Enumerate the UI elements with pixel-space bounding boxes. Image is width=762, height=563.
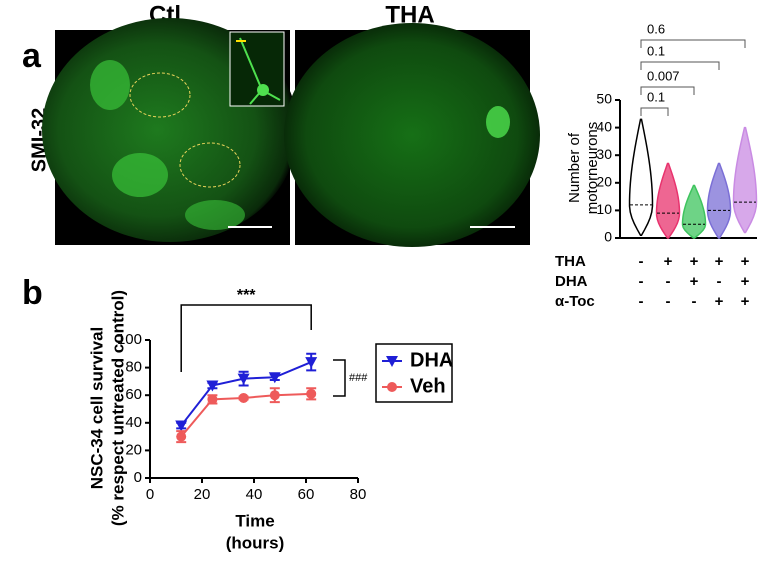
panel-label: a <box>22 37 42 75</box>
y-tick-label: 20 <box>125 441 142 458</box>
violin <box>706 162 732 239</box>
x-tick-label: 20 <box>194 486 211 503</box>
condition-mark: + <box>741 293 750 310</box>
panel-label: b <box>22 274 43 312</box>
marker <box>268 372 281 384</box>
condition-mark: + <box>741 253 750 270</box>
condition-mark: - <box>666 293 671 310</box>
y-tick-label: 40 <box>125 414 142 431</box>
condition-mark: + <box>690 273 699 290</box>
p-value: 0.6 <box>647 21 665 36</box>
annotation: ### <box>349 372 368 384</box>
marker <box>175 420 188 432</box>
condition-label: DHA <box>555 273 588 290</box>
y-axis-label: Number of <box>566 132 583 203</box>
marker <box>238 392 249 403</box>
marker <box>176 431 187 442</box>
violin <box>628 118 654 236</box>
y-tick-label: 10 <box>596 201 612 217</box>
violin <box>732 126 758 234</box>
y-tick-label: 50 <box>596 91 612 107</box>
x-tick-label: 40 <box>246 486 263 503</box>
micrograph <box>42 18 298 245</box>
significance-bracket <box>333 359 346 397</box>
marker <box>207 394 218 405</box>
violin <box>681 184 707 239</box>
annotation: *** <box>237 287 256 304</box>
p-value: 0.1 <box>647 89 665 104</box>
marker <box>206 380 219 392</box>
p-value: 0.007 <box>647 68 680 83</box>
y-tick-label: 30 <box>596 146 612 162</box>
condition-label: α-Toc <box>555 293 595 310</box>
y-tick-label: 80 <box>125 359 142 376</box>
significance-bracket <box>640 39 746 48</box>
x-tick-label: 60 <box>298 486 315 503</box>
micrograph <box>284 23 540 247</box>
p-value: 0.1 <box>647 43 665 58</box>
marker <box>305 357 318 369</box>
y-axis-label: NSC-34 cell survival <box>87 327 106 490</box>
y-tick-label: 20 <box>596 174 612 190</box>
significance-bracket <box>180 304 312 372</box>
y-tick-label: 100 <box>117 331 142 348</box>
marker <box>306 388 317 399</box>
x-tick-label: 80 <box>350 486 367 503</box>
legend-label: DHA <box>410 349 453 371</box>
condition-label: THA <box>555 253 586 270</box>
significance-bracket <box>640 107 669 116</box>
condition-mark: - <box>639 253 644 270</box>
condition-mark: - <box>666 273 671 290</box>
legend-box <box>375 343 453 403</box>
condition-mark: + <box>664 253 673 270</box>
violin <box>655 162 681 239</box>
x-axis-label: (hours) <box>226 533 285 552</box>
y-axis-label: motorneurons <box>584 122 601 215</box>
condition-mark: - <box>717 273 722 290</box>
marker <box>269 390 280 401</box>
y-tick-label: 0 <box>134 469 142 486</box>
significance-bracket <box>640 61 720 70</box>
legend-label: Veh <box>410 375 446 397</box>
x-axis-label: Time <box>235 511 274 530</box>
y-tick-label: 0 <box>604 229 612 245</box>
condition-mark: + <box>690 253 699 270</box>
condition-mark: - <box>692 293 697 310</box>
significance-bracket <box>640 86 695 95</box>
y-tick-label: 40 <box>596 118 612 134</box>
condition-mark: - <box>639 293 644 310</box>
y-axis-label: (% respect untreated control) <box>108 290 127 526</box>
condition-mark: + <box>741 273 750 290</box>
marker <box>237 373 250 385</box>
condition-mark: - <box>639 273 644 290</box>
x-tick-label: 0 <box>146 486 154 503</box>
condition-mark: + <box>715 253 724 270</box>
condition-mark: + <box>715 293 724 310</box>
y-tick-label: 60 <box>125 386 142 403</box>
